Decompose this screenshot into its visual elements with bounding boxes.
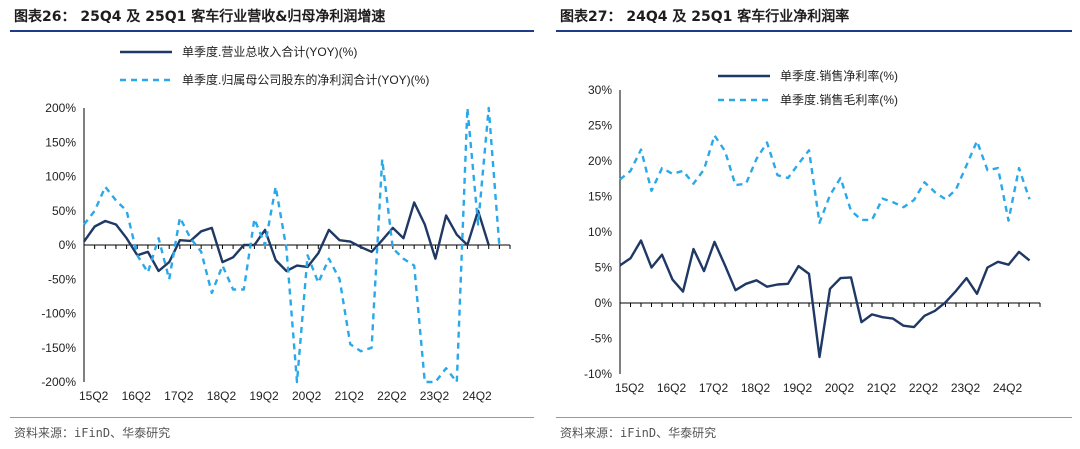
legend-label: 单季度.销售净利率(%) [780, 68, 898, 83]
x-tick-label: 20Q2 [292, 389, 322, 403]
y-tick-label: 50% [52, 204, 76, 218]
x-tick-label: 19Q2 [783, 381, 813, 395]
x-tick-label: 17Q2 [164, 389, 194, 403]
y-tick-label: 100% [45, 170, 76, 184]
y-tick-label: 0% [595, 296, 613, 310]
x-tick-label: 24Q2 [993, 381, 1023, 395]
title-divider [556, 30, 1072, 32]
series-line-dashed [619, 134, 1031, 225]
x-tick-label: 15Q2 [615, 381, 645, 395]
source-note: 资料来源：iFinD、华泰研究 [560, 426, 717, 440]
chart-panel-revenue-profit-growth: 图表26： 25Q4 及 25Q1 客车行业营收&归母净利润增速 200% 150… [10, 0, 534, 449]
y-tick-label: -10% [584, 367, 612, 381]
y-tick-label: 30% [588, 83, 612, 97]
panel-title: 图表26： 25Q4 及 25Q1 客车行业营收&归母净利润增速 [14, 9, 386, 25]
y-tick-label: -50% [48, 272, 76, 286]
growth-line-chart: 200% 150% 100% 50% 0% -50% -100% -150% -200%15Q2… [41, 44, 511, 403]
x-tick-label: 18Q2 [207, 389, 237, 403]
x-tick-label: 21Q2 [867, 381, 897, 395]
y-tick-label: 0% [59, 238, 77, 252]
y-tick-label: -100% [41, 307, 76, 321]
x-tick-label: 22Q2 [377, 389, 407, 403]
x-tick-label: 15Q2 [79, 389, 109, 403]
panel-title: 图表27： 24Q4 及 25Q1 客车行业净利润率 [560, 9, 850, 25]
x-tick-label: 17Q2 [699, 381, 729, 395]
x-tick-label: 16Q2 [657, 381, 687, 395]
title-divider [10, 30, 534, 32]
y-tick-label: 20% [588, 154, 612, 168]
x-tick-label: 18Q2 [741, 381, 771, 395]
y-tick-label: 5% [595, 261, 613, 275]
bottom-divider [10, 417, 534, 418]
x-tick-label: 19Q2 [249, 389, 279, 403]
y-tick-label: 150% [45, 135, 76, 149]
y-tick-label: -5% [591, 332, 613, 346]
x-tick-label: 20Q2 [825, 381, 855, 395]
legend-label: 单季度.营业总收入合计(YOY)(%) [182, 44, 357, 59]
y-tick-label: 10% [588, 225, 612, 239]
x-tick-label: 16Q2 [122, 389, 152, 403]
x-tick-label: 23Q2 [951, 381, 981, 395]
legend-label: 单季度.归属母公司股东的净利润合计(YOY)(%) [182, 72, 429, 87]
y-tick-label: -150% [41, 341, 76, 355]
x-tick-label: 22Q2 [909, 381, 939, 395]
chart-panel-net-margin: 图表27： 24Q4 及 25Q1 客车行业净利润率 30% 25% 20% 15% 1… [556, 0, 1072, 449]
y-tick-label: 15% [588, 190, 612, 204]
x-tick-label: 23Q2 [420, 389, 450, 403]
y-tick-label: -200% [41, 375, 76, 389]
y-tick-label: 25% [588, 119, 612, 133]
margin-line-chart: 30% 25% 20% 15% 10% 5% 0% -5% -10%15Q2 16Q2 17Q2 18… [584, 68, 1041, 395]
source-note: 资料来源：iFinD、华泰研究 [14, 426, 171, 440]
bottom-divider [556, 417, 1072, 418]
y-tick-label: 200% [45, 101, 76, 115]
series-line-solid [619, 239, 1031, 359]
legend-label: 单季度.销售毛利率(%) [780, 92, 898, 107]
x-tick-label: 21Q2 [335, 389, 365, 403]
x-tick-label: 24Q2 [462, 389, 492, 403]
series-line-dashed [83, 106, 501, 384]
